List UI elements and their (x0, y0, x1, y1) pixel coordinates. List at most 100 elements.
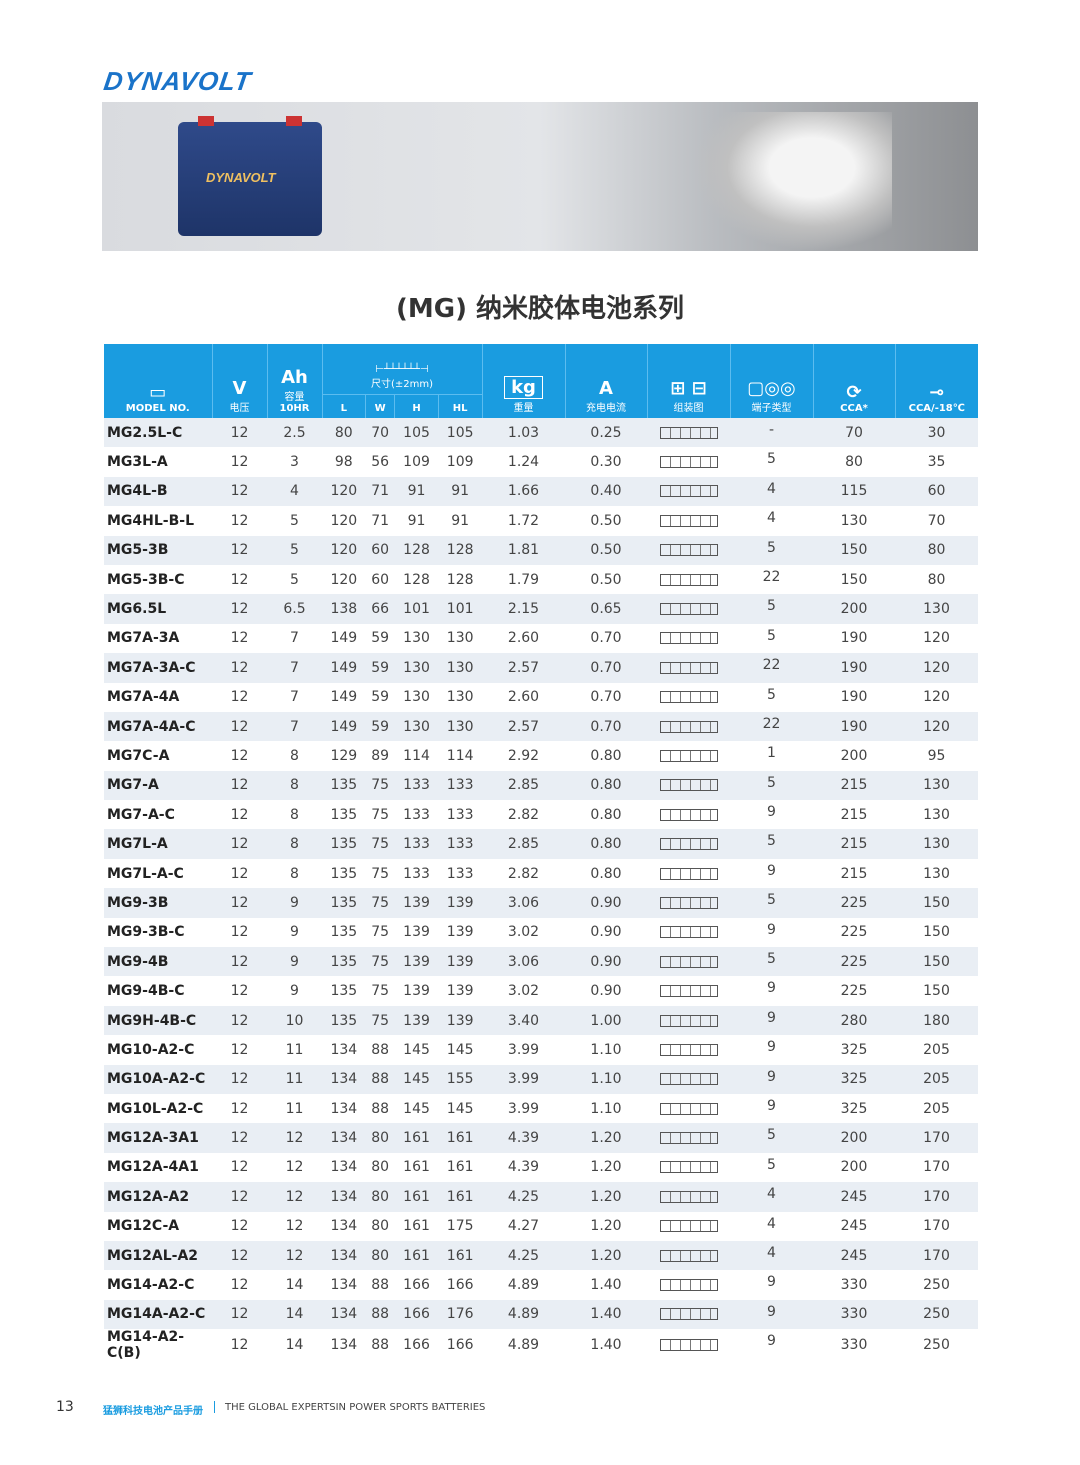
cell: 12 (212, 1123, 267, 1153)
cell: 12 (230, 1337, 249, 1354)
cell: 80 (371, 1159, 390, 1176)
cell: 5 (267, 535, 322, 565)
cell: 9 (290, 924, 299, 941)
cell: 130 (446, 630, 474, 647)
cell: 9 (290, 983, 299, 1000)
cell: 2.92 (507, 747, 540, 764)
cell: 14 (285, 1337, 304, 1354)
cell: 80 (845, 454, 863, 471)
cell: 1.40 (590, 1277, 622, 1294)
battery-brand-label: DYNAVOLT (206, 170, 276, 185)
cell: MG14-A2-C(B) (107, 1329, 185, 1362)
battery-layout-icon (659, 691, 718, 704)
cell: 134 (322, 1240, 366, 1271)
cell: 75 (365, 829, 395, 859)
cell: 139 (438, 947, 482, 977)
table-row: MG5-3B-C 12 5 120 60 128 128 1.79 0.50 22 150 80 (104, 565, 978, 594)
cell: 1.40 (590, 1337, 622, 1354)
battery-layout-icon (659, 1073, 718, 1086)
cell: 150 (813, 535, 895, 565)
cell: 8 (290, 806, 299, 823)
cell: 190 (813, 653, 895, 683)
layout-diagram (647, 1064, 730, 1094)
cell: 12 (230, 924, 249, 941)
layout-diagram (647, 1329, 730, 1361)
table-row: MG5-3B 12 5 120 60 128 128 1.81 0.50 5 150 80 (104, 535, 978, 565)
cell: 139 (438, 888, 482, 918)
cell: 22 (730, 711, 813, 742)
battery-layout-icon (659, 808, 718, 821)
cell: 225 (813, 947, 895, 977)
cell: 325 (840, 1041, 868, 1058)
layout-diagram (647, 1035, 730, 1064)
cell: 7 (267, 653, 322, 683)
cell: MG7-A (104, 770, 212, 801)
cell: 8 (290, 747, 299, 764)
cell: 134 (322, 1182, 366, 1212)
cell: 3.99 (507, 1041, 540, 1058)
cell: MG7L-A-C (107, 865, 184, 882)
cell: 5 (730, 947, 813, 977)
cell: 1 (767, 745, 776, 762)
cell: 161 (403, 1218, 430, 1235)
cell: 5 (767, 627, 776, 644)
cell: 130 (895, 770, 978, 801)
battery-layout-icon (659, 1102, 718, 1115)
cell: 139 (446, 924, 474, 941)
cell: 60 (365, 535, 395, 565)
cell: 330 (840, 1277, 868, 1294)
cell: 166 (403, 1337, 430, 1354)
cell: 9 (730, 1064, 813, 1094)
layout-diagram (647, 594, 730, 624)
cell: 115 (813, 476, 895, 507)
cell: 200 (840, 747, 868, 764)
cell: 135 (330, 983, 358, 1000)
cell: 166 (394, 1299, 439, 1330)
cell: 0.80 (590, 865, 622, 882)
cell: 114 (446, 747, 474, 764)
cell: MG10-A2-C (107, 1041, 195, 1058)
layout-diagram (647, 1094, 730, 1123)
cell: 128 (446, 571, 474, 588)
cell: 150 (895, 888, 978, 918)
cell: 0.40 (565, 476, 647, 507)
cell: 3.02 (507, 983, 540, 1000)
cell: 250 (923, 1337, 950, 1354)
cell: 134 (330, 1218, 358, 1235)
cell: 0.30 (590, 454, 622, 471)
cell: 114 (403, 747, 430, 764)
brand-logo: DYNAVOLT (101, 66, 254, 96)
cell: 3.99 (507, 1100, 540, 1117)
cell: 133 (403, 806, 430, 823)
layout-diagram (647, 418, 730, 448)
cell: 150 (895, 947, 978, 977)
cell: 12 (212, 1240, 267, 1271)
cell: 12 (212, 1005, 267, 1036)
cell: 2.82 (507, 806, 540, 823)
cell: 1.20 (590, 1218, 622, 1235)
cell: MG7A-3A (107, 630, 180, 647)
cell: 138 (322, 594, 366, 624)
cell: 134 (330, 1337, 358, 1354)
layout-diagram (647, 976, 730, 1005)
cell: 12 (212, 1299, 267, 1330)
battery-layout-icon (659, 926, 718, 939)
table-row: MG2.5L-C 12 2.5 80 70 105 105 1.03 0.25-70 30 (104, 418, 978, 448)
layout-diagram (647, 1153, 730, 1182)
cell: 8 (267, 770, 322, 801)
cell: 3.06 (482, 947, 565, 977)
cell: 12 (212, 829, 267, 859)
cell: 4 (730, 1182, 813, 1212)
cell: 109 (403, 454, 430, 471)
header-cca: ⟳ CCA* (813, 344, 896, 418)
cell: - (730, 418, 813, 448)
cell: 10 (267, 1005, 322, 1036)
table-row: MG12C-A 12 12 134 80 161 175 4.27 1.20 4 245 170 (104, 1212, 978, 1241)
cell: 12 (230, 1100, 249, 1117)
cell: 215 (840, 865, 868, 882)
layout-diagram (647, 506, 730, 535)
cell: 161 (446, 1159, 474, 1176)
cell: 11 (285, 1041, 304, 1058)
cell: 80 (895, 535, 978, 565)
cell: MG12A-3A1 (104, 1123, 212, 1153)
